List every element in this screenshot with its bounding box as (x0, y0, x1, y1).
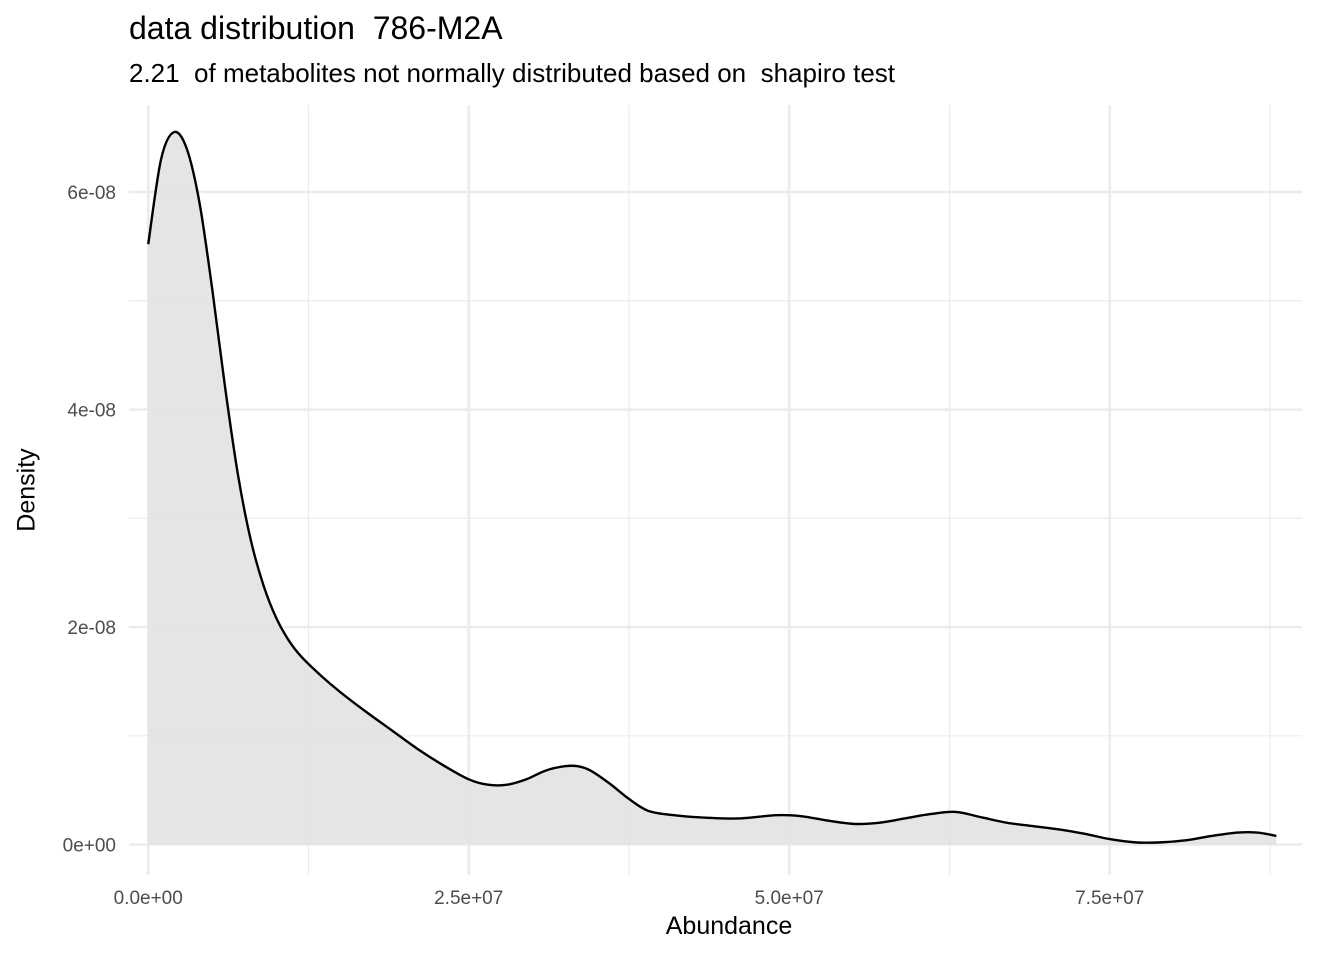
y-axis-title: Density (12, 448, 41, 532)
density-line (147, 130, 1277, 844)
x-axis-tick-labels: 0.0e+00 2.5e+07 5.0e+07 7.5e+07 (114, 888, 1145, 909)
chart-subtitle: 2.21 of metabolites not normally distrib… (129, 58, 895, 88)
x-tick-label: 5.0e+07 (755, 888, 824, 909)
density-area (148, 131, 1277, 845)
x-tick-label: 7.5e+07 (1075, 888, 1144, 909)
y-tick-label: 2e-08 (67, 618, 116, 639)
y-axis-tick-labels: 0e+00 2e-08 4e-08 6e-08 (63, 183, 116, 857)
y-tick-label: 0e+00 (63, 836, 116, 857)
x-tick-label: 0.0e+00 (114, 888, 183, 909)
x-axis-title: Abundance (665, 912, 793, 940)
y-tick-label: 4e-08 (67, 401, 116, 422)
y-tick-label: 6e-08 (67, 183, 116, 204)
x-tick-label: 2.5e+07 (434, 888, 503, 909)
chart-title: data distribution 786-M2A (129, 10, 503, 46)
minor-gridlines (129, 105, 1302, 875)
